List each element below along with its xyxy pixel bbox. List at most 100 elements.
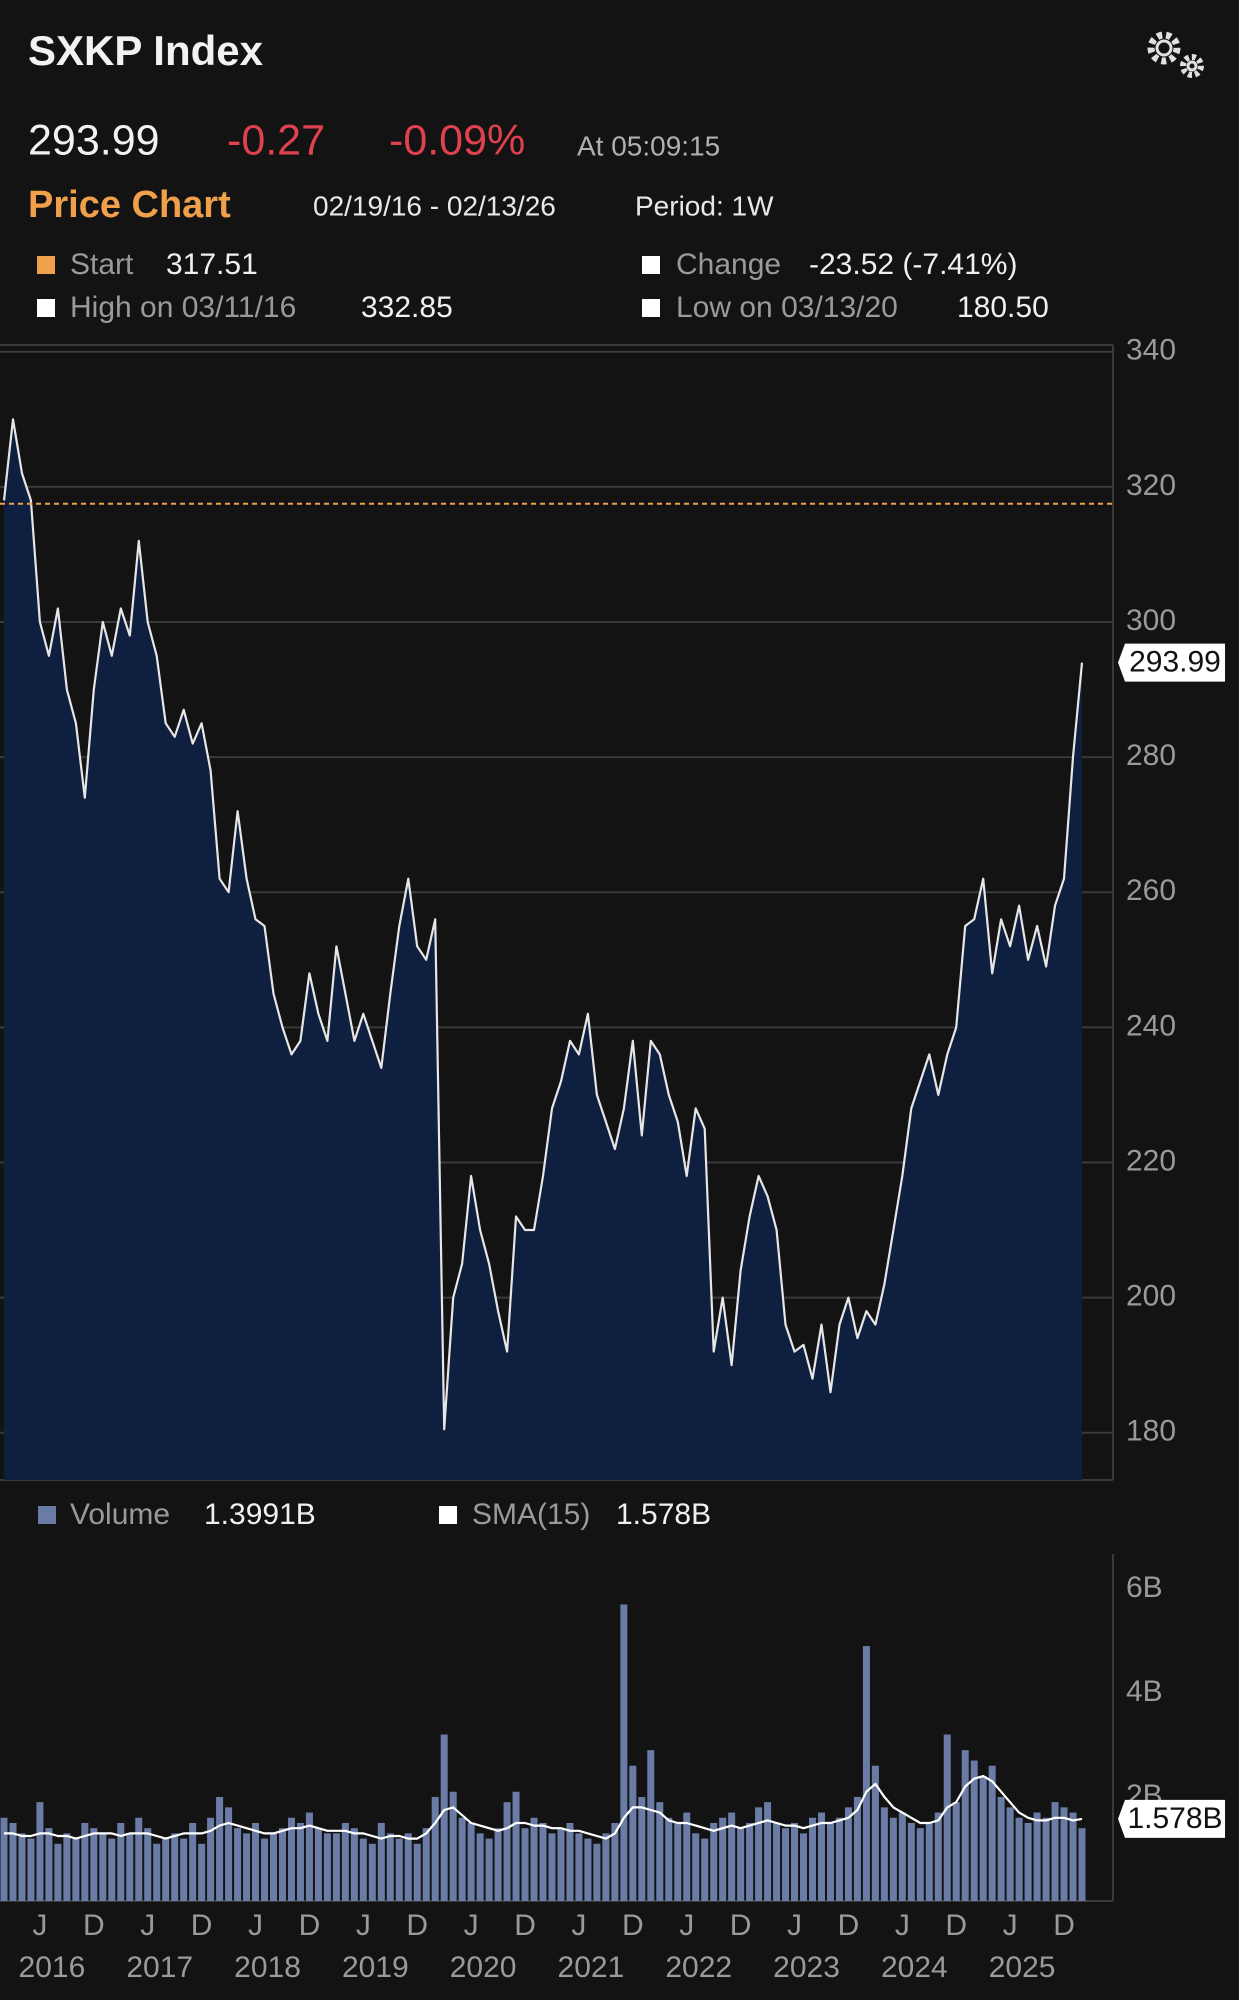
update-time: At 05:09:15 — [577, 130, 720, 161]
volume-bar — [755, 1807, 763, 1901]
value-flag — [1118, 1799, 1225, 1838]
y-tick-label: 320 — [1126, 469, 1176, 502]
volume-bar — [189, 1822, 197, 1901]
x-tick-label: D — [299, 1909, 321, 1942]
volume-bar — [853, 1796, 861, 1901]
volume-bar — [1078, 1828, 1086, 1901]
volume-bar — [314, 1828, 322, 1901]
volume-bar — [99, 1833, 107, 1901]
x-tick-label: J — [248, 1909, 263, 1942]
volume-bar — [171, 1833, 179, 1901]
x-tick-label: D — [945, 1909, 967, 1942]
legend-label: Volume — [70, 1498, 170, 1531]
period[interactable]: Period: 1W — [635, 190, 774, 221]
volume-bar — [728, 1812, 736, 1901]
volume-bar — [27, 1838, 35, 1901]
legend-value: 1.578B — [616, 1498, 711, 1531]
x-tick-label: J — [679, 1909, 694, 1942]
volume-bar — [988, 1765, 996, 1901]
x-tick-label: J — [787, 1909, 802, 1942]
y-tick-label: 240 — [1126, 1009, 1176, 1042]
volume-bar — [269, 1833, 278, 1901]
volume-bar — [521, 1828, 529, 1901]
volume-bar — [943, 1734, 951, 1901]
y-tick-label: 300 — [1126, 604, 1176, 637]
y-tick-label: 260 — [1126, 874, 1176, 907]
volume-bar — [54, 1843, 62, 1901]
x-tick-label: J — [140, 1909, 155, 1942]
volume-bar — [970, 1760, 978, 1901]
x-tick-label: D — [191, 1909, 213, 1942]
volume-bar — [835, 1817, 843, 1901]
volume-bar — [72, 1838, 80, 1901]
volume-bar — [350, 1828, 358, 1901]
x-year-label: 2024 — [881, 1951, 948, 1984]
volume-bar — [180, 1838, 188, 1901]
volume-bar — [764, 1802, 772, 1901]
volume-bar — [638, 1796, 646, 1901]
volume-bar — [494, 1828, 502, 1901]
volume-bar — [611, 1822, 619, 1901]
price-area — [4, 419, 1082, 1480]
value-flag — [1118, 643, 1225, 682]
legend-swatch — [37, 299, 55, 317]
volume-bar — [225, 1807, 233, 1901]
volume-bar — [791, 1822, 799, 1901]
y-tick-label: 340 — [1126, 334, 1176, 367]
volume-bar — [898, 1812, 906, 1901]
volume-bar — [341, 1822, 349, 1901]
legend-swatch — [642, 256, 660, 274]
volume-bar — [557, 1828, 565, 1901]
x-tick-label: D — [514, 1909, 536, 1942]
legend-label: High on 03/11/16 — [70, 291, 296, 324]
volume-bar — [692, 1833, 700, 1901]
x-year-label: 2016 — [19, 1951, 86, 1984]
volume-bar — [476, 1833, 484, 1901]
x-year-label: 2021 — [558, 1951, 625, 1984]
volume-bar — [719, 1817, 727, 1901]
volume-bar — [243, 1833, 251, 1901]
y-tick-label: 180 — [1126, 1415, 1176, 1448]
volume-bar — [961, 1750, 969, 1901]
legend-swatch — [37, 256, 55, 274]
volume-bar — [512, 1791, 520, 1901]
volume-bar — [90, 1828, 98, 1901]
volume-bar — [746, 1822, 754, 1901]
legend-swatch — [38, 1506, 56, 1524]
volume-bar — [458, 1817, 466, 1901]
volume-bar — [539, 1822, 547, 1901]
volume-bar — [413, 1843, 421, 1901]
settings-icon[interactable] — [1147, 31, 1204, 78]
gear-small — [1180, 54, 1204, 78]
volume-bar — [862, 1646, 870, 1901]
volume-bar — [287, 1817, 295, 1901]
price-line — [2, 418, 1084, 1431]
legend-label: Start — [70, 248, 134, 281]
volume-bar — [997, 1796, 1005, 1901]
volume-bar — [386, 1833, 394, 1901]
volume-bar — [234, 1828, 242, 1901]
x-tick-label: J — [1003, 1909, 1018, 1942]
volume-bar — [1051, 1802, 1059, 1901]
y-tick-label: 200 — [1126, 1280, 1176, 1313]
x-year-label: 2020 — [450, 1951, 517, 1984]
legend-swatch — [439, 1506, 457, 1524]
volume-bar — [584, 1838, 592, 1901]
date-range: 02/19/16 - 02/13/26 — [313, 190, 556, 221]
volume-bar — [144, 1828, 152, 1901]
net-change: -0.27 — [227, 116, 325, 164]
volume-bar — [135, 1817, 143, 1901]
volume-bar — [18, 1833, 26, 1901]
x-tick-label: D — [730, 1909, 752, 1942]
x-tick-label: J — [571, 1909, 586, 1942]
x-tick-label: J — [895, 1909, 910, 1942]
volume-bar — [485, 1838, 493, 1901]
volume-bar — [620, 1604, 628, 1901]
volume-bar — [1069, 1812, 1077, 1901]
volume-bar — [907, 1822, 915, 1901]
gear-large-hub — [1155, 39, 1173, 57]
volume-bar — [1042, 1817, 1050, 1901]
x-tick-label: D — [1053, 1909, 1075, 1942]
